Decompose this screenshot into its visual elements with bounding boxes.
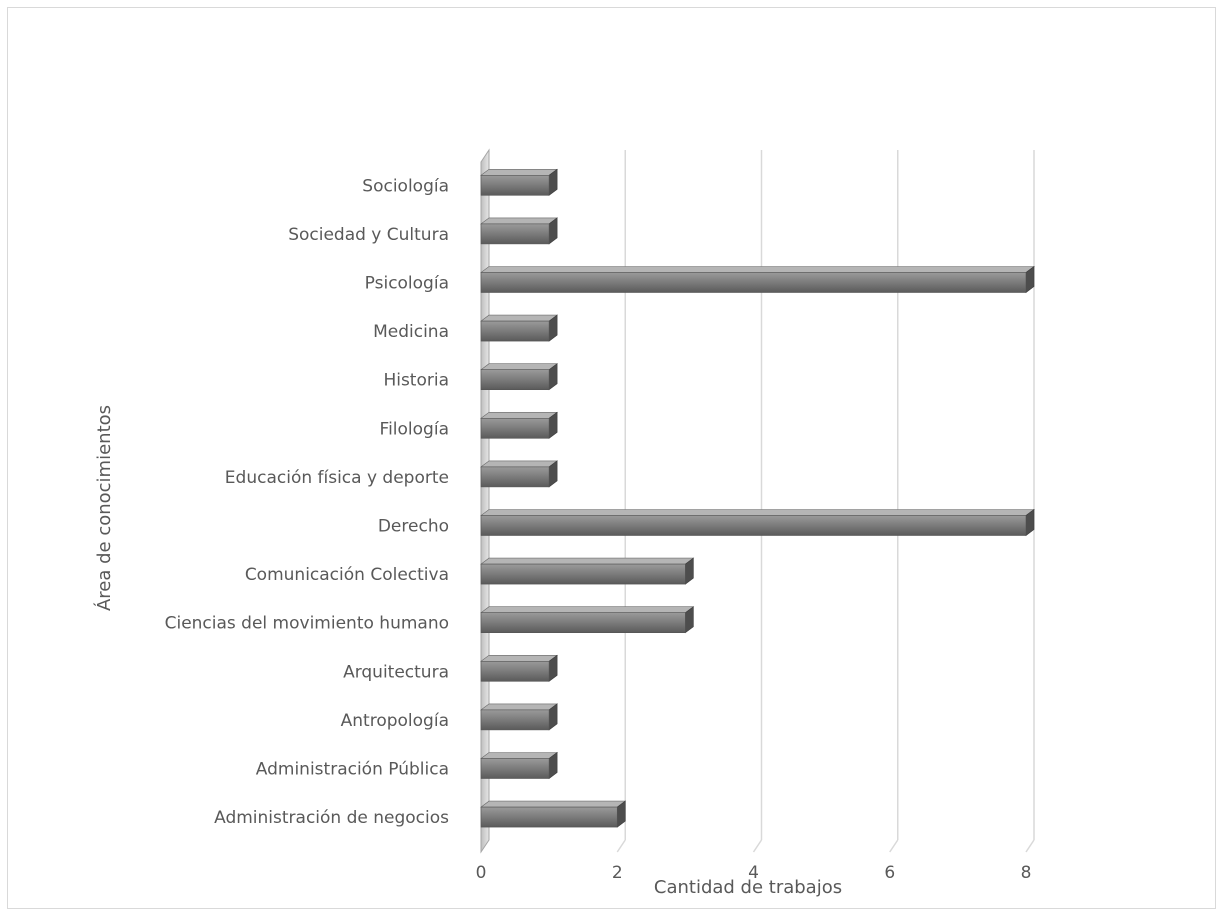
category-label: Ciencias del movimiento humano xyxy=(165,614,449,634)
bar xyxy=(480,703,559,731)
bar-front-face xyxy=(480,806,618,828)
bar-front-face xyxy=(480,223,550,245)
x-tick-label: 0 xyxy=(476,863,487,883)
bar-top-face xyxy=(480,169,559,176)
bar xyxy=(480,800,627,828)
category-label: Medicina xyxy=(373,322,449,342)
x-tick-labels: 0 2 4 6 8 xyxy=(476,863,1032,883)
bar-top-face xyxy=(480,314,559,322)
bar-front-face xyxy=(480,320,550,342)
gridlines xyxy=(616,150,1035,853)
bar xyxy=(480,265,1035,294)
bar xyxy=(480,314,559,342)
gridline-depth xyxy=(889,839,899,853)
bar-top-face xyxy=(480,217,559,225)
category-label: Comunicación Colectiva xyxy=(245,565,449,585)
category-label: Filología xyxy=(380,419,449,439)
gridline-depth xyxy=(1025,839,1035,853)
gridline-depth xyxy=(616,839,626,853)
bar-top-face xyxy=(480,654,559,662)
bar-front-face xyxy=(480,175,550,196)
x-axis-title: Cantidad de trabajos xyxy=(654,877,842,898)
y-axis-title: Área de conocimientos xyxy=(93,405,115,611)
bar xyxy=(480,508,1035,537)
bar-top-face xyxy=(480,800,627,808)
bar-front-face xyxy=(480,515,1027,536)
bar-front-face xyxy=(480,466,550,488)
bar xyxy=(480,411,559,439)
bar xyxy=(480,751,559,780)
gridline-depth xyxy=(752,839,763,853)
category-label: Historia xyxy=(383,371,449,391)
category-label: Educación física y deporte xyxy=(225,468,449,488)
bars xyxy=(480,168,1035,828)
bar xyxy=(480,606,695,634)
bar-front-face xyxy=(480,612,686,634)
bar-top-face xyxy=(480,460,559,468)
category-label: Sociología xyxy=(362,176,449,196)
bar-front-face xyxy=(480,660,550,682)
bar xyxy=(480,217,559,245)
x-tick-label: 4 xyxy=(748,863,759,883)
bar-top-face xyxy=(480,752,559,759)
x-tick-label: 6 xyxy=(884,863,895,883)
bar-top-face xyxy=(480,266,1035,273)
bar-top-face xyxy=(480,557,695,565)
bar-top-face xyxy=(480,363,559,371)
bar-top-face xyxy=(480,411,559,419)
axis-wall xyxy=(480,148,490,854)
category-label: Administración de negocios xyxy=(214,808,449,828)
chart-frame xyxy=(7,7,1216,909)
bar xyxy=(480,557,695,585)
bar-front-face xyxy=(480,369,550,391)
x-tick-label: 8 xyxy=(1021,863,1032,883)
bar xyxy=(480,168,559,196)
bar xyxy=(480,363,559,391)
bar xyxy=(480,654,559,682)
bar-front-face xyxy=(480,417,550,439)
category-label: Sociedad y Cultura xyxy=(288,225,449,245)
bar-front-face xyxy=(480,709,550,731)
bar-front-face xyxy=(480,563,686,585)
category-label: Derecho xyxy=(378,517,449,537)
bar-top-face xyxy=(480,703,559,711)
bar-front-face xyxy=(480,758,550,779)
category-label: Arquitectura xyxy=(343,662,449,682)
bar-front-face xyxy=(480,272,1027,293)
category-label: Antropología xyxy=(341,711,449,731)
bar xyxy=(480,460,559,488)
bar-top-face xyxy=(480,509,1035,516)
bar-top-face xyxy=(480,606,695,614)
category-axis-wall xyxy=(480,148,490,854)
x-tick-label: 2 xyxy=(612,863,623,883)
category-label: Administración Pública xyxy=(256,760,449,780)
category-labels: Administración de negocios Administración… xyxy=(165,176,450,828)
category-label: Psicología xyxy=(365,274,449,294)
